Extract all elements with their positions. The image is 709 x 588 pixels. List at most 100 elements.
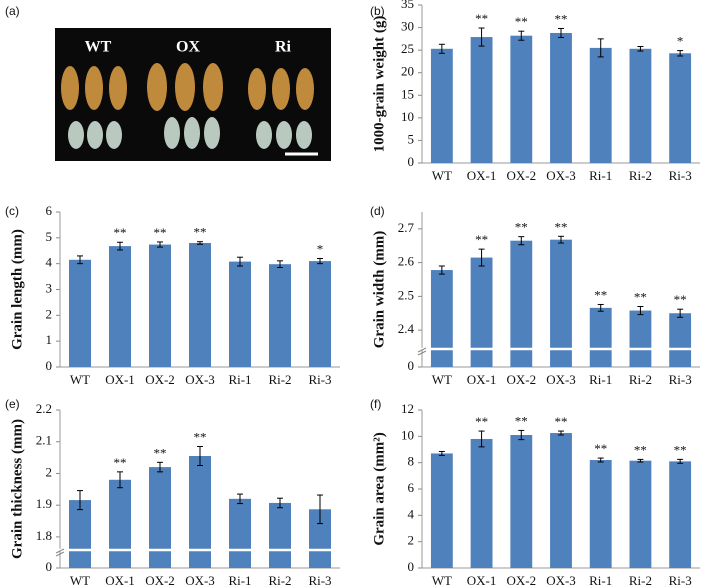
y-tick-label: 25 bbox=[401, 41, 414, 56]
bar bbox=[470, 37, 493, 163]
x-tick-label: OX-1 bbox=[105, 372, 135, 387]
y-tick-label: 2 bbox=[46, 464, 53, 479]
error-bar bbox=[637, 46, 644, 52]
significance-label: ** bbox=[515, 413, 528, 428]
y-tick-label: 5 bbox=[408, 131, 415, 146]
axis-break-mark bbox=[55, 548, 65, 557]
y-tick-label: 30 bbox=[401, 19, 414, 34]
y-tick-label: 5 bbox=[46, 229, 53, 244]
x-tick-label: Ri-1 bbox=[589, 573, 612, 588]
significance-label: ** bbox=[154, 445, 167, 460]
error-bar bbox=[438, 265, 445, 275]
significance-label: * bbox=[317, 241, 324, 256]
x-tick-label: Ri-2 bbox=[268, 372, 291, 387]
significance-label: ** bbox=[515, 14, 528, 29]
bar bbox=[189, 243, 211, 367]
error-bar bbox=[317, 258, 323, 265]
bar bbox=[510, 435, 533, 568]
y-tick-label: 1.8 bbox=[36, 528, 52, 543]
x-tick-label: OX-1 bbox=[105, 573, 135, 588]
panel-label: (f) bbox=[370, 397, 381, 411]
x-tick-label: OX-1 bbox=[467, 573, 497, 588]
y-tick-label: 10 bbox=[401, 109, 414, 124]
bar bbox=[229, 261, 251, 367]
error-bar bbox=[677, 50, 684, 57]
y-tick-label: 6 bbox=[408, 480, 415, 495]
photo-label: WT bbox=[85, 39, 112, 56]
significance-label: ** bbox=[475, 414, 488, 429]
photo-label: OX bbox=[176, 39, 200, 56]
x-tick-label: OX-2 bbox=[145, 372, 175, 387]
error-bar bbox=[317, 494, 323, 525]
y-tick-label: 15 bbox=[401, 86, 414, 101]
x-tick-label: OX-3 bbox=[546, 372, 576, 387]
bar bbox=[229, 498, 251, 568]
error-bar bbox=[558, 430, 564, 436]
x-tick-label: WT bbox=[432, 372, 452, 387]
x-tick-label: Ri-1 bbox=[228, 573, 251, 588]
error-bar bbox=[637, 306, 644, 316]
bar bbox=[189, 456, 211, 568]
y-tick-label: 0 bbox=[408, 154, 415, 169]
bar bbox=[589, 460, 612, 568]
bar bbox=[510, 240, 533, 367]
bar bbox=[629, 48, 652, 163]
bar bbox=[149, 467, 171, 568]
x-tick-label: Ri-2 bbox=[268, 573, 291, 588]
error-bar bbox=[77, 490, 83, 511]
bar bbox=[430, 270, 453, 367]
bar bbox=[629, 460, 652, 568]
y-tick-label: 2.2 bbox=[36, 401, 52, 416]
error-bar bbox=[518, 30, 525, 41]
y-tick-label: 0 bbox=[46, 358, 53, 373]
bar bbox=[669, 313, 692, 367]
x-tick-label: Ri-2 bbox=[629, 372, 652, 387]
error-bar bbox=[237, 256, 243, 267]
error-bar bbox=[438, 43, 445, 54]
significance-label: ** bbox=[475, 232, 488, 247]
bar bbox=[69, 259, 91, 367]
bar bbox=[669, 461, 692, 568]
grains-bottom bbox=[68, 117, 312, 149]
y-tick-label: 1 bbox=[46, 332, 53, 347]
x-tick-label: OX-3 bbox=[546, 573, 576, 588]
y-axis-label: 1000-grain weight (g) bbox=[371, 16, 387, 153]
significance-label: ** bbox=[114, 455, 127, 470]
bar bbox=[470, 257, 493, 367]
bar bbox=[309, 509, 331, 568]
error-bar bbox=[518, 236, 525, 246]
error-bar bbox=[77, 255, 83, 265]
significance-label: ** bbox=[555, 219, 568, 234]
significance-label: ** bbox=[555, 11, 568, 26]
y-tick-label: 2.4 bbox=[398, 321, 415, 336]
x-tick-label: WT bbox=[432, 168, 452, 183]
error-bar bbox=[478, 27, 485, 47]
y-tick-label: 2.6 bbox=[398, 254, 415, 269]
error-bar bbox=[597, 303, 604, 312]
x-tick-label: Ri-3 bbox=[669, 372, 692, 387]
x-tick-label: Ri-2 bbox=[629, 573, 652, 588]
y-tick-label: 2 bbox=[408, 533, 415, 548]
x-tick-label: WT bbox=[70, 372, 90, 387]
bar bbox=[309, 261, 331, 367]
panel-label: (b) bbox=[370, 4, 385, 18]
error-bar bbox=[117, 471, 123, 489]
bar bbox=[109, 246, 131, 367]
error-bar bbox=[677, 458, 684, 464]
significance-label: ** bbox=[475, 11, 488, 26]
bar bbox=[69, 500, 91, 568]
bar bbox=[109, 479, 131, 568]
bar bbox=[550, 32, 572, 163]
error-bar bbox=[197, 241, 203, 245]
y-tick-label: 4 bbox=[46, 255, 53, 270]
error-bar bbox=[117, 241, 123, 251]
y-axis-label: Grain width (mm) bbox=[371, 231, 387, 349]
y-tick-label: 0 bbox=[408, 358, 415, 373]
error-bar bbox=[558, 235, 564, 244]
error-bar bbox=[197, 445, 203, 467]
x-tick-label: Ri-2 bbox=[629, 168, 652, 183]
y-axis-label: Grain thickness (mm) bbox=[9, 419, 25, 559]
x-tick-label: Ri-3 bbox=[308, 573, 331, 588]
y-tick-label: 12 bbox=[401, 401, 414, 416]
y-tick-label: 0 bbox=[46, 559, 53, 574]
